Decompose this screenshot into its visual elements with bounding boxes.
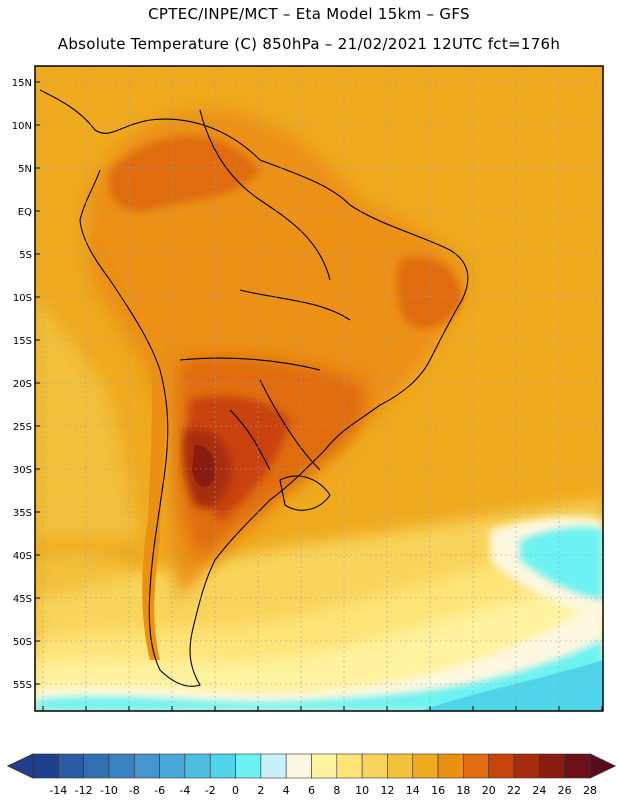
field-22c-north bbox=[109, 136, 261, 211]
colorbar-swatch bbox=[437, 753, 464, 779]
lat-label: 10N bbox=[12, 121, 32, 132]
lat-label: 25S bbox=[13, 422, 32, 433]
lat-label: 55S bbox=[13, 680, 32, 691]
lat-label: 35S bbox=[13, 508, 32, 519]
field-16c-pacific bbox=[35, 300, 140, 540]
colorbar-label: 0 bbox=[232, 784, 239, 797]
colorbar-swatch bbox=[387, 753, 414, 779]
lat-label: 15N bbox=[12, 78, 32, 89]
colorbar-swatch bbox=[235, 753, 262, 779]
colorbar-label: -4 bbox=[179, 784, 190, 797]
lat-label: 10S bbox=[13, 293, 32, 304]
colorbar-label: -14 bbox=[49, 784, 67, 797]
colorbar-label: -12 bbox=[75, 784, 93, 797]
colorbar-swatch bbox=[58, 753, 84, 779]
field-28c bbox=[192, 445, 216, 487]
colorbar: -14 -12 -10 -8 -6 -4 -2 0 2 4 6 8 10 12 14 16 18 20 22 24 26… bbox=[6, 753, 617, 797]
colorbar-label: 2 bbox=[257, 784, 264, 797]
andes-band bbox=[88, 230, 167, 660]
colorbar-label: 16 bbox=[431, 784, 445, 797]
colorbar-swatch bbox=[32, 753, 59, 779]
lat-label: 15S bbox=[13, 336, 32, 347]
field-2c bbox=[420, 660, 603, 711]
colorbar-label: 4 bbox=[283, 784, 290, 797]
map-frame bbox=[34, 65, 604, 712]
lat-label: 5N bbox=[18, 164, 32, 175]
colorbar-max-arrow bbox=[589, 753, 617, 779]
field-8c-south bbox=[35, 600, 603, 711]
colorbar-label: -6 bbox=[154, 784, 165, 797]
colorbar-swatch bbox=[336, 753, 363, 779]
colorbar-label: -10 bbox=[100, 784, 118, 797]
colorbar-swatch bbox=[311, 753, 338, 779]
colorbar-label: 26 bbox=[558, 784, 572, 797]
latitude-labels: 15N 10N 5N EQ 5S 10S 15S 20S 25S 30S 35S 40S 45S 50S 5… bbox=[12, 78, 40, 691]
field-4c bbox=[520, 527, 603, 600]
colorbar-swatch bbox=[539, 753, 565, 779]
colorbar-swatch bbox=[108, 753, 135, 779]
colorbar-label: 28 bbox=[583, 784, 597, 797]
colorbar-label: 12 bbox=[380, 784, 394, 797]
colorbar-label: 22 bbox=[507, 784, 521, 797]
lat-label: 45S bbox=[13, 594, 32, 605]
colorbar-label: 18 bbox=[456, 784, 470, 797]
map-title-line1: CPTEC/INPE/MCT – Eta Model 15km – GFS bbox=[148, 5, 470, 23]
lat-label: 40S bbox=[13, 551, 32, 562]
colorbar-swatch bbox=[412, 753, 439, 779]
colorbar-label: 24 bbox=[532, 784, 546, 797]
colorbar-label: 6 bbox=[308, 784, 315, 797]
longitude-labels: 85W80W75W70W65W60W55W50W45W40W35W30W25W2… bbox=[42, 706, 603, 711]
colorbar-swatch bbox=[133, 753, 160, 779]
lat-label: 5S bbox=[19, 250, 32, 261]
map-title-line2: Absolute Temperature (C) 850hPa – 21/02/… bbox=[57, 35, 561, 53]
colorbar-swatch bbox=[159, 753, 186, 779]
field-22c-northeast bbox=[396, 256, 462, 329]
colorbar-swatch bbox=[463, 753, 490, 779]
colorbar-label: 8 bbox=[333, 784, 340, 797]
colorbar-swatch bbox=[361, 753, 388, 779]
colorbar-label: 14 bbox=[406, 784, 420, 797]
colorbar-swatch bbox=[513, 753, 540, 779]
colorbar-label: -8 bbox=[129, 784, 140, 797]
colorbar-swatch bbox=[564, 753, 591, 779]
colorbar-label: 10 bbox=[355, 784, 369, 797]
lat-label: EQ bbox=[18, 207, 32, 218]
colorbar-swatch bbox=[184, 753, 211, 779]
colorbar-swatch bbox=[209, 753, 236, 779]
colorbar-label: 20 bbox=[482, 784, 496, 797]
colorbar-swatch bbox=[260, 753, 287, 779]
colorbar-swatch bbox=[285, 753, 312, 779]
lat-label: 50S bbox=[13, 637, 32, 648]
coastlines bbox=[39, 89, 469, 687]
colorbar-swatch bbox=[83, 753, 110, 779]
colorbar-label: -2 bbox=[205, 784, 216, 797]
temperature-map: 15N 10N 5N EQ 5S 10S 15S 20S 25S 30S 35S 40S 45S 50S 5… bbox=[12, 65, 604, 712]
colorbar-min-arrow bbox=[6, 753, 34, 779]
field-4c-south bbox=[35, 640, 603, 711]
lat-label: 30S bbox=[13, 465, 32, 476]
colorbar-swatch bbox=[488, 753, 515, 779]
lat-label: 20S bbox=[13, 379, 32, 390]
